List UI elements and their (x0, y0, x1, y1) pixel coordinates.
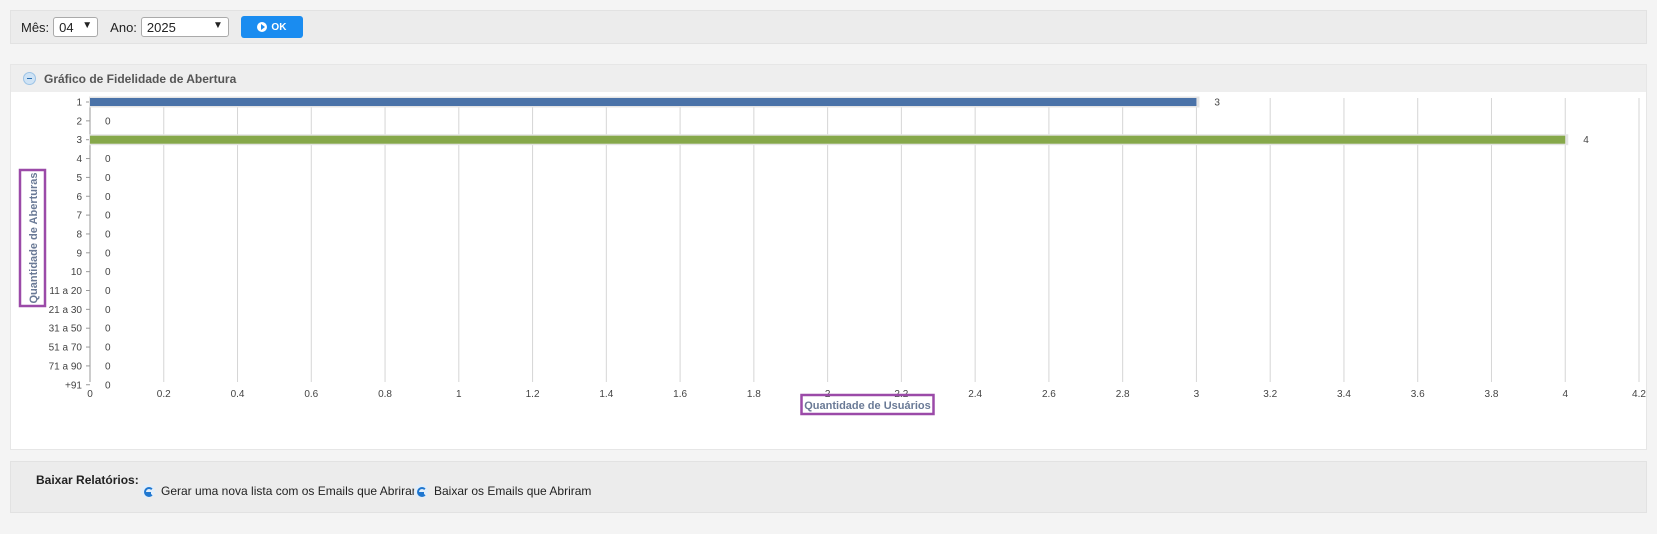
x-tick-label: 3.4 (1337, 389, 1351, 400)
x-tick-label: 3.2 (1263, 389, 1277, 400)
data-label: 0 (105, 286, 111, 297)
data-label: 3 (1214, 98, 1220, 109)
x-tick-label: 1.2 (526, 389, 540, 400)
download-emails-link[interactable]: Baixar os Emails que Abriram (414, 484, 591, 498)
x-tick-label: 1.8 (747, 389, 761, 400)
x-axis-title: Quantidade de Usuários (804, 400, 931, 412)
bar-chart: 0 0.2 0.4 0.6 0.8 1 1.2 1.4 1.6 1.8 2 2.2 2.4 2.6 2.8 3… (18, 96, 1646, 416)
y-tick-label: 4 (76, 154, 82, 165)
x-tick-label: 0.2 (157, 389, 171, 400)
data-label: 0 (105, 154, 111, 165)
refresh-icon (414, 484, 428, 498)
filter-bar: Mês: 04 ▼ Ano: 2025 ▼ OK (10, 10, 1647, 44)
ok-button[interactable]: OK (240, 16, 303, 38)
x-tick-label: 0.6 (304, 389, 318, 400)
y-tick-label: 51 a 70 (49, 343, 83, 354)
y-tick-label: 10 (71, 267, 83, 278)
ok-label: OK (271, 21, 287, 33)
data-label: 0 (105, 229, 111, 240)
data-label: 0 (105, 343, 111, 354)
y-tick-label: 3 (76, 135, 82, 146)
y-tick-label: 7 (76, 211, 82, 222)
refresh-icon (141, 484, 155, 498)
x-tick-label: 0.4 (231, 389, 245, 400)
play-icon (257, 22, 268, 32)
y-tick-label: 5 (76, 173, 82, 184)
y-axis-title: Quantidade de Aberturas (28, 172, 40, 303)
data-label: 0 (105, 305, 111, 316)
data-label: 0 (105, 248, 111, 259)
x-tick-label: 1.6 (673, 389, 687, 400)
generate-list-label: Gerar uma nova lista com os Emails que A… (161, 484, 422, 498)
generate-list-link[interactable]: Gerar uma nova lista com os Emails que A… (141, 484, 422, 498)
bar (90, 135, 1566, 144)
year-label: Ano: (110, 19, 137, 35)
y-tick-label: 21 a 30 (49, 305, 83, 316)
x-tick-label: 0.8 (378, 389, 392, 400)
y-tick-label: 71 a 90 (49, 361, 83, 372)
x-tick-label: 3.6 (1411, 389, 1425, 400)
data-label: 0 (105, 211, 111, 222)
data-label: 0 (105, 267, 111, 278)
y-tick-label: 6 (76, 192, 82, 203)
y-axis-title-box (18, 168, 47, 308)
download-emails-label: Baixar os Emails que Abriram (434, 484, 592, 498)
collapse-icon[interactable] (23, 72, 36, 85)
data-label: 0 (105, 380, 111, 391)
x-tick-label: 4 (1562, 389, 1568, 400)
month-label: Mês: (21, 19, 50, 35)
downloads-title: Baixar Relatórios: (36, 473, 139, 487)
x-tick-label: 3 (1194, 389, 1200, 400)
x-tick-label: 2.4 (968, 389, 982, 400)
x-tick-label: 2.6 (1042, 389, 1056, 400)
year-value: 2025 (146, 19, 176, 35)
x-tick-label: 1 (456, 389, 462, 400)
y-tick-label: +91 (65, 380, 82, 391)
y-tick-label: 2 (76, 116, 82, 127)
chevron-down-icon: ▼ (213, 20, 223, 31)
y-tick-label: 9 (76, 248, 82, 259)
y-tick-label: 11 a 20 (49, 286, 82, 297)
x-tick-label: 4.2 (1632, 389, 1646, 400)
data-label: 0 (105, 116, 111, 127)
panel-header: Gráfico de Fidelidade de Abertura (11, 65, 1646, 92)
x-tick-label: 1.4 (599, 389, 613, 400)
x-tick-label: 0 (87, 389, 93, 400)
x-axis-title-box (800, 393, 935, 416)
chart-panel: Gráfico de Fidelidade de Abertura 0 0.2 0.… (10, 64, 1647, 450)
download-bar: Baixar Relatórios: Gerar uma nova lista … (10, 461, 1647, 513)
data-label: 0 (105, 192, 111, 203)
month-select[interactable]: 04 ▼ (53, 17, 99, 37)
chevron-down-icon: ▼ (82, 20, 93, 31)
data-label: 0 (105, 173, 111, 184)
data-label: 4 (1583, 135, 1589, 146)
x-tick-label: 3.8 (1485, 389, 1499, 400)
y-tick-label: 8 (76, 229, 82, 240)
x-tick-label: 2.8 (1116, 389, 1130, 400)
year-select[interactable]: 2025 ▼ (140, 17, 229, 37)
data-label: 0 (105, 324, 111, 335)
y-tick-label: 1 (76, 98, 82, 109)
month-value: 04 (59, 19, 74, 35)
data-label: 0 (105, 361, 111, 372)
bar (90, 98, 1197, 106)
y-tick-label: 31 a 50 (49, 324, 83, 335)
panel-title: Gráfico de Fidelidade de Abertura (44, 71, 237, 86)
